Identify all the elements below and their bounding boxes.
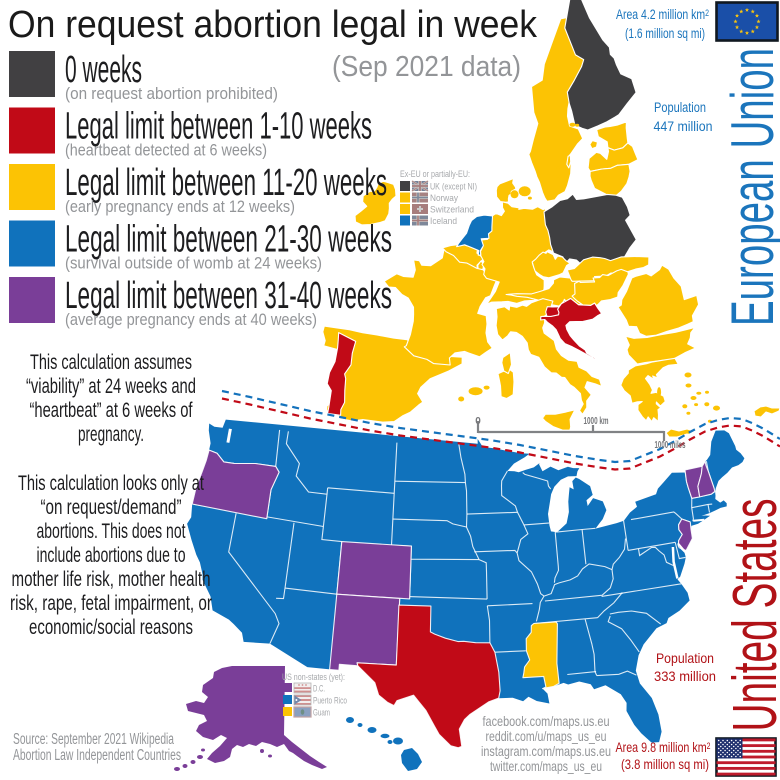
svg-text:0: 0 xyxy=(475,416,481,427)
svg-text:Area 4.2 million km2: Area 4.2 million km2 xyxy=(616,7,709,22)
svg-text:Abortion Law Independent Count: Abortion Law Independent Countries xyxy=(13,747,181,764)
svg-text:economic/social reasons: economic/social reasons xyxy=(29,615,193,639)
svg-text:Population: Population xyxy=(654,100,706,115)
svg-text:This calculation assumes: This calculation assumes xyxy=(30,350,192,374)
svg-text:This calculation looks only at: This calculation looks only at xyxy=(18,471,204,495)
svg-text:abortions. This does not: abortions. This does not xyxy=(37,519,186,543)
svg-text:Switzerland: Switzerland xyxy=(430,205,474,216)
svg-text:“heartbeat” at 6 weeks of: “heartbeat” at 6 weeks of xyxy=(30,398,193,422)
svg-text:instagram.com/maps.us.eu: instagram.com/maps.us.eu xyxy=(481,743,611,759)
svg-text:US non-states (yet):: US non-states (yet): xyxy=(282,672,345,683)
svg-text:On request abortion legal in w: On request abortion legal in week xyxy=(8,4,538,46)
svg-text:facebook.com/maps.us.eu: facebook.com/maps.us.eu xyxy=(483,713,610,729)
svg-text:0 weeks: 0 weeks xyxy=(65,49,142,91)
svg-text:D.C.: D.C. xyxy=(313,684,325,695)
svg-text:European Union: European Union xyxy=(719,48,780,326)
svg-text:333 million: 333 million xyxy=(654,668,716,684)
svg-text:risk, rape, fetal impairment,: risk, rape, fetal impairment, or xyxy=(10,591,212,615)
svg-text:Legal limit between 21-30 week: Legal limit between 21-30 weeks xyxy=(65,219,392,261)
svg-text:(1.6 million sq mi): (1.6 million sq mi) xyxy=(625,26,705,41)
svg-text:Norway: Norway xyxy=(430,193,458,204)
svg-text:Area 9.8 million km2: Area 9.8 million km2 xyxy=(616,739,711,755)
svg-text:“on request/demand”: “on request/demand” xyxy=(41,495,182,519)
svg-text:1000 km: 1000 km xyxy=(584,416,609,427)
svg-text:(early pregnancy ends at 12 we: (early pregnancy ends at 12 weeks) xyxy=(65,197,295,216)
svg-text:Puerto Rico: Puerto Rico xyxy=(313,696,347,707)
svg-text:twitter.com/maps_us_eu: twitter.com/maps_us_eu xyxy=(490,758,602,774)
svg-text:(Sep 2021 data): (Sep 2021 data) xyxy=(332,51,521,83)
svg-text:Legal limit between 1-10 weeks: Legal limit between 1-10 weeks xyxy=(65,106,372,148)
svg-text:(on request abortion prohibite: (on request abortion prohibited) xyxy=(65,84,278,103)
svg-text:“viability” at 24 weeks and: “viability” at 24 weeks and xyxy=(26,374,196,398)
svg-text:Iceland: Iceland xyxy=(430,216,457,227)
svg-text:reddit.com/u/maps_us_eu: reddit.com/u/maps_us_eu xyxy=(486,728,607,744)
svg-text:Legal limit between 11-20 week: Legal limit between 11-20 weeks xyxy=(65,162,387,204)
svg-text:Ex-EU or partially-EU:: Ex-EU or partially-EU: xyxy=(400,169,470,180)
svg-text:Legal limit between 31-40 week: Legal limit between 31-40 weeks xyxy=(65,275,392,317)
svg-text:Guam: Guam xyxy=(313,708,330,719)
svg-text:UK (except NI): UK (except NI) xyxy=(430,182,477,193)
svg-text:(survival outside of womb at 2: (survival outside of womb at 24 weeks) xyxy=(65,254,322,273)
svg-text:Source: September 2021 Wikiped: Source: September 2021 Wikipedia xyxy=(13,731,174,748)
svg-text:mother life risk, mother healt: mother life risk, mother health xyxy=(12,567,211,591)
svg-text:1000 miles: 1000 miles xyxy=(655,440,686,451)
svg-text:(heartbeat detected at 6 weeks: (heartbeat detected at 6 weeks) xyxy=(65,141,267,160)
svg-text:(average pregnancy ends at 40: (average pregnancy ends at 40 weeks) xyxy=(65,310,317,329)
svg-text:United States: United States xyxy=(721,499,780,732)
svg-text:Population: Population xyxy=(656,650,714,666)
svg-text:447 million: 447 million xyxy=(654,119,713,134)
svg-text:include abortions due to: include abortions due to xyxy=(37,543,186,567)
svg-text:pregnancy.: pregnancy. xyxy=(78,422,144,446)
svg-text:(3.8 million sq mi): (3.8 million sq mi) xyxy=(621,756,709,772)
